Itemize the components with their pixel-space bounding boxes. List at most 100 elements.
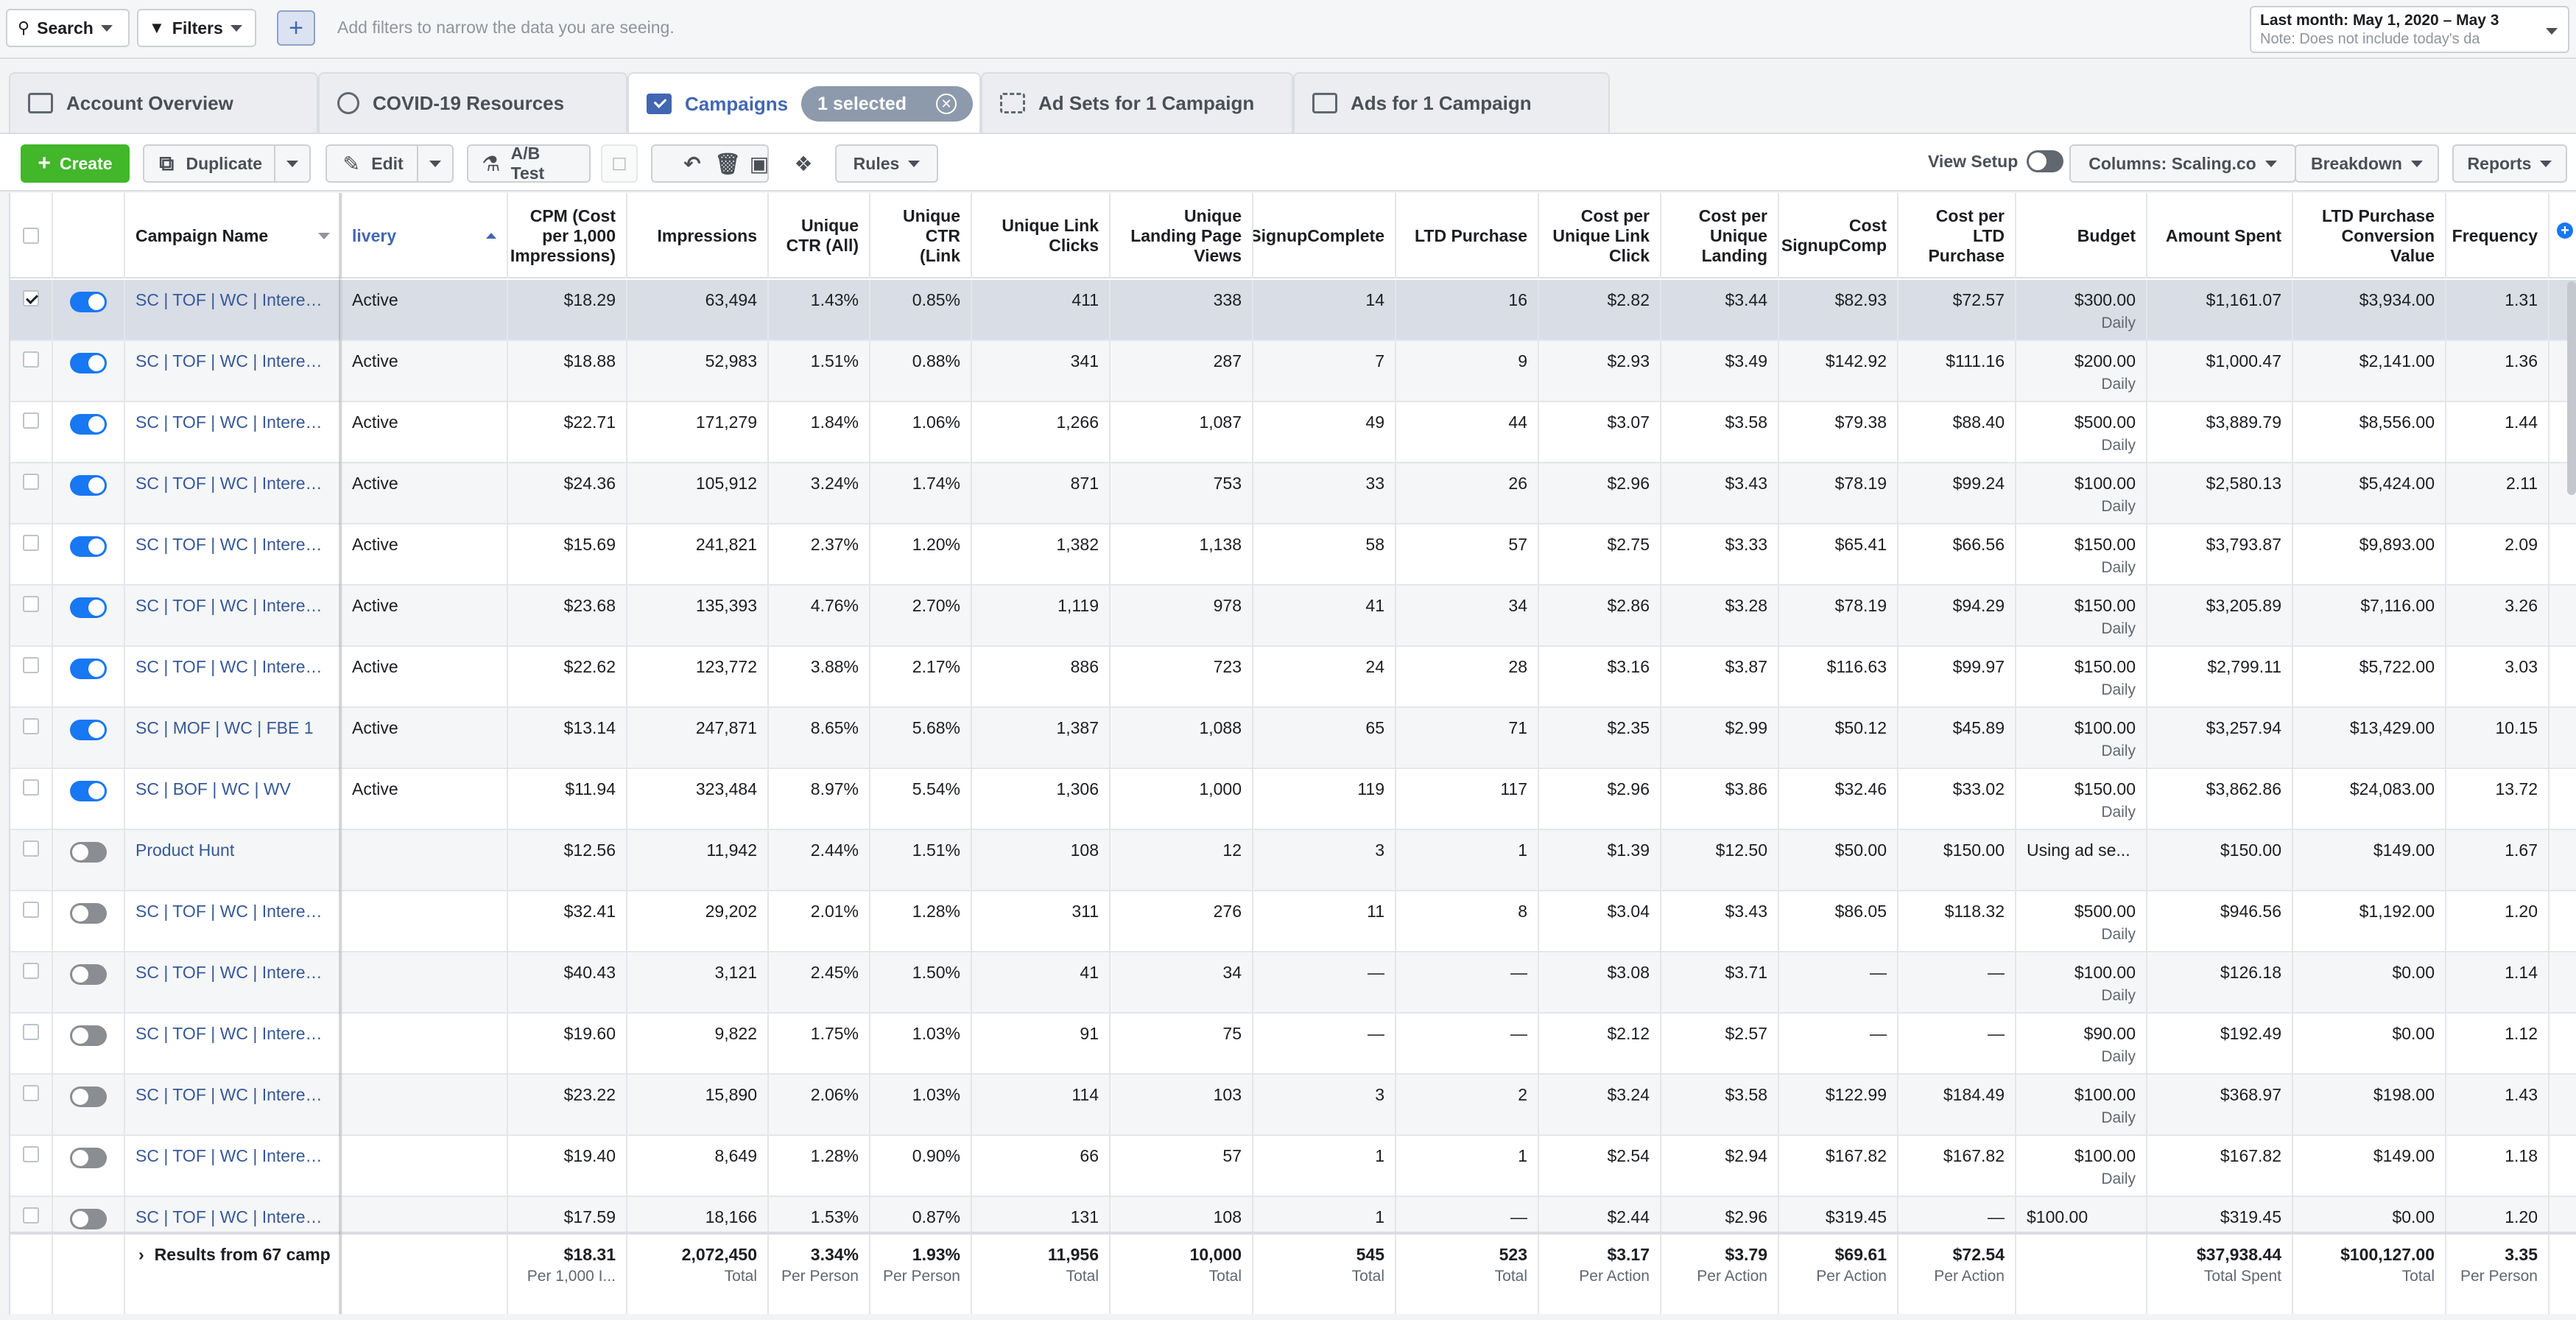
campaign-name-link[interactable]: SC | TOF | WC | Interest...	[125, 891, 342, 952]
campaign-on-off-toggle[interactable]	[70, 720, 107, 740]
row-checkbox[interactable]	[23, 657, 39, 673]
campaign-name-link[interactable]: SC | TOF | WC | Interest...	[125, 952, 342, 1014]
campaign-name-link[interactable]: SC | TOF | WC | Interest...	[125, 1014, 342, 1075]
campaign-name-link[interactable]: SC | BOF | WC | WV	[125, 769, 342, 830]
campaign-on-off-toggle[interactable]	[70, 964, 107, 985]
column-header-ulpv[interactable]: Unique Landing Page Views	[1111, 193, 1253, 278]
column-header-budget[interactable]: Budget	[2016, 193, 2147, 278]
tag-button[interactable]: ❖	[784, 144, 823, 183]
campaign-name-link[interactable]: SC | TOF | WC | Interest...	[125, 1075, 342, 1136]
create-button[interactable]: + Create	[21, 144, 130, 183]
campaign-on-off-toggle[interactable]	[70, 536, 107, 557]
row-checkbox[interactable]	[23, 412, 39, 429]
column-header-name[interactable]: Campaign Name	[125, 193, 342, 278]
columns-button[interactable]: Columns: Scaling.co	[2069, 144, 2296, 183]
column-header-signup[interactable]: SignupComplete	[1253, 193, 1396, 278]
table-row[interactable]: SC | TOF | WC | Interest... $32.41 29,202 2…	[10, 891, 2576, 952]
ab-test-button[interactable]: ⚗ A/B Test	[467, 144, 591, 183]
table-row[interactable]: SC | TOF | WC | Interest... $40.43 3,121 2.…	[10, 952, 2576, 1014]
campaign-name-link[interactable]: SC | TOF | WC | Interest...	[125, 280, 342, 341]
edit-menu-button[interactable]	[417, 144, 454, 183]
campaign-name-link[interactable]: SC | TOF | WC | Interest...	[125, 402, 342, 463]
vertical-scrollbar[interactable]	[2567, 281, 2576, 495]
row-checkbox[interactable]	[23, 351, 39, 368]
row-checkbox[interactable]	[23, 1085, 39, 1101]
column-header-conv[interactable]: LTD Purchase Conversion Value	[2293, 193, 2446, 278]
preview-button[interactable]: ▣	[739, 144, 779, 183]
row-checkbox[interactable]	[23, 963, 39, 979]
row-checkbox[interactable]	[23, 779, 39, 796]
column-header-spent[interactable]: Amount Spent	[2147, 193, 2293, 278]
row-checkbox[interactable]	[23, 596, 39, 612]
campaign-on-off-toggle[interactable]	[70, 597, 107, 618]
trash-icon[interactable]: 🗑	[714, 152, 741, 175]
sort-icon[interactable]	[318, 232, 330, 239]
campaign-on-off-toggle[interactable]	[70, 842, 107, 863]
select-all-checkbox[interactable]	[10, 193, 53, 278]
sort-ascending-icon[interactable]	[486, 233, 496, 239]
column-header-delivery[interactable]: livery	[342, 193, 508, 278]
filters-button[interactable]: ▼ Filters	[137, 9, 256, 47]
table-row[interactable]: SC | TOF | WC | Interest... Active $24.36 1…	[10, 463, 2576, 524]
view-setup-toggle[interactable]: View Setup	[1928, 150, 2064, 172]
copy-button[interactable]: □	[601, 144, 638, 183]
campaign-on-off-toggle[interactable]	[70, 1209, 107, 1229]
add-filter-button[interactable]: +	[277, 10, 315, 46]
campaign-on-off-toggle[interactable]	[70, 781, 107, 801]
campaign-name-link[interactable]: SC | TOF | WC | Interest...	[125, 586, 342, 647]
duplicate-menu-button[interactable]	[274, 144, 311, 183]
add-column-icon[interactable]: +	[2557, 222, 2573, 239]
tab-ad-sets[interactable]: Ad Sets for 1 Campaign	[981, 72, 1293, 133]
row-checkbox[interactable]	[23, 840, 39, 857]
table-row[interactable]: SC | TOF | WC | Interest... Active $22.71 1…	[10, 402, 2576, 463]
campaign-name-link[interactable]: SC | MOF | WC | FBE 1	[125, 708, 342, 769]
table-row[interactable]: SC | TOF | WC | Interest... Active $23.68 1…	[10, 586, 2576, 647]
column-header-ctr_link[interactable]: Unique CTR (Link	[870, 193, 972, 278]
row-checkbox[interactable]	[23, 1024, 39, 1040]
campaign-on-off-toggle[interactable]	[70, 1025, 107, 1046]
column-header-cpulc[interactable]: Cost per Unique Link Click	[1539, 193, 1661, 278]
column-header-cpul[interactable]: Cost per Unique Landing	[1661, 193, 1779, 278]
column-header-freq[interactable]: Frequency	[2446, 193, 2549, 278]
table-row[interactable]: SC | TOF | WC | Interest... Active $18.29 6…	[10, 280, 2576, 341]
campaign-on-off-toggle[interactable]	[70, 659, 107, 679]
clear-selection-icon[interactable]: ✕	[936, 94, 957, 114]
column-header-csign[interactable]: Cost SignupComp	[1779, 193, 1898, 278]
table-row[interactable]: SC | BOF | WC | WV Active $11.94 323,484 8.9…	[10, 769, 2576, 830]
campaign-on-off-toggle[interactable]	[70, 1148, 107, 1168]
tab-campaigns[interactable]: Campaigns 1 selected ✕	[627, 72, 981, 134]
table-row[interactable]: SC | TOF | WC | Interest... Active $15.69 2…	[10, 524, 2576, 586]
table-row[interactable]: SC | TOF | WC | Interest... Active $22.62 1…	[10, 647, 2576, 708]
search-button[interactable]: ⚲ Search	[6, 9, 130, 47]
row-checkbox[interactable]	[23, 718, 39, 734]
tab-ads[interactable]: Ads for 1 Campaign	[1293, 72, 1610, 133]
row-checkbox[interactable]	[23, 1146, 39, 1162]
tab-covid-resources[interactable]: COVID-19 Resources	[318, 72, 627, 133]
campaign-on-off-toggle[interactable]	[70, 353, 107, 373]
table-row[interactable]: SC | MOF | WC | FBE 1 Active $13.14 247,871…	[10, 708, 2576, 769]
results-summary[interactable]: › Results from 67 camp	[125, 1235, 342, 1314]
campaign-name-link[interactable]: SC | TOF | WC | Interest...	[125, 1197, 342, 1258]
campaign-name-link[interactable]: Product Hunt	[125, 830, 342, 891]
row-checkbox[interactable]	[23, 1207, 39, 1224]
reports-button[interactable]: Reports	[2452, 144, 2567, 183]
campaign-on-off-toggle[interactable]	[70, 414, 107, 435]
column-header-ulc[interactable]: Unique Link Clicks	[972, 193, 1111, 278]
campaign-name-link[interactable]: SC | TOF | WC | Interest...	[125, 647, 342, 708]
row-checkbox[interactable]	[23, 290, 39, 306]
campaign-on-off-toggle[interactable]	[70, 1086, 107, 1107]
row-checkbox[interactable]	[23, 902, 39, 918]
campaign-on-off-toggle[interactable]	[70, 475, 107, 496]
table-row[interactable]: SC | TOF | WC | Interest... Active $18.88 5…	[10, 341, 2576, 402]
date-range-picker[interactable]: Last month: May 1, 2020 – May 3 Note: Do…	[2250, 6, 2569, 53]
row-checkbox[interactable]	[23, 535, 39, 551]
column-header-imp[interactable]: Impressions	[627, 193, 769, 278]
breakdown-button[interactable]: Breakdown	[2295, 144, 2439, 183]
table-row[interactable]: SC | TOF | WC | Interest... $19.40 8,649 1.…	[10, 1136, 2576, 1197]
tab-account-overview[interactable]: Account Overview	[9, 72, 318, 133]
undo-icon[interactable]: ↶	[683, 152, 701, 175]
edit-button[interactable]: ✎ Edit	[325, 144, 418, 183]
column-header-cltd[interactable]: Cost per LTD Purchase	[1898, 193, 2016, 278]
table-row[interactable]: SC | TOF | WC | Interest... $19.60 9,822 1.…	[10, 1014, 2576, 1075]
checkbox[interactable]	[23, 228, 39, 244]
